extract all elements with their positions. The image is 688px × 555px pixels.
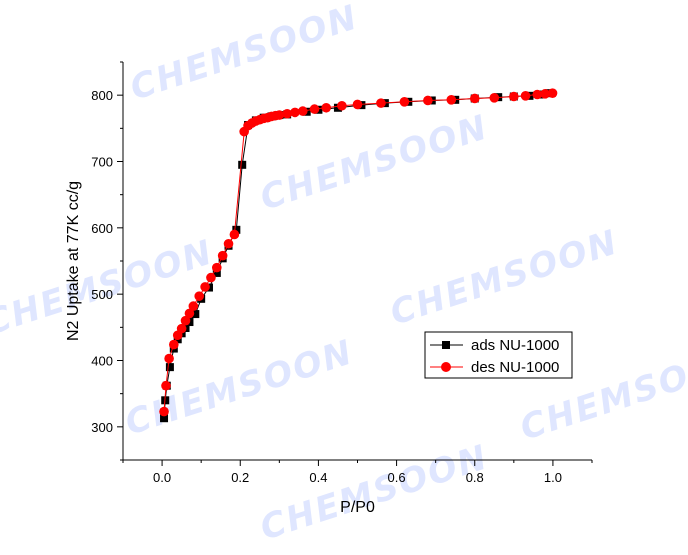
des-series-point <box>229 229 240 240</box>
x-tick-label: 0.8 <box>466 470 484 485</box>
des-series-point <box>337 100 347 111</box>
y-tick-label: 500 <box>91 287 113 302</box>
legend-label-ads: ads NU-1000 <box>471 337 559 354</box>
des-series-point <box>194 291 205 301</box>
des-series-point <box>223 238 234 249</box>
des-series-point <box>297 106 308 116</box>
y-tick-label: 800 <box>91 88 113 103</box>
des-series-point <box>469 93 480 104</box>
ads-series-point <box>160 414 169 423</box>
watermark: CHEMSOON <box>255 437 493 548</box>
des-series-point <box>321 102 332 113</box>
des-series-point <box>188 301 199 311</box>
legend-marker-ads <box>442 341 450 349</box>
des-series-point <box>184 308 195 319</box>
des-series-point <box>180 315 191 326</box>
watermark: CHEMSOON <box>120 332 358 443</box>
des-series-point <box>423 95 433 106</box>
des-series-point <box>309 104 320 114</box>
des-series-point <box>532 89 543 100</box>
x-axis-title: P/P0 <box>340 499 375 516</box>
des-series-point <box>540 89 550 99</box>
x-tick-label: 0.4 <box>309 470 327 485</box>
ads-series-point <box>232 225 241 234</box>
ads-series-point <box>238 160 247 169</box>
series-des <box>159 88 558 417</box>
des-series-point <box>169 339 179 350</box>
des-series-point <box>200 282 210 292</box>
des-series-point <box>282 108 292 119</box>
des-series-point <box>159 406 169 417</box>
des-series-point <box>489 93 500 103</box>
x-tick-label: 0.0 <box>153 470 171 485</box>
legend: ads NU-1000 des NU-1000 <box>424 331 573 379</box>
des-series-point <box>172 330 183 341</box>
y-axis-title: N2 Uptake at 77K cc/g <box>65 181 82 341</box>
ads-series-point <box>212 268 221 277</box>
des-series-point <box>376 98 386 108</box>
y-tick-label: 700 <box>91 155 113 170</box>
x-tick-label: 0.6 <box>388 470 406 485</box>
des-series-point <box>161 380 171 391</box>
legend-label-des: des NU-1000 <box>471 359 559 376</box>
des-series-point <box>509 91 519 102</box>
legend-marker-des <box>441 362 451 372</box>
des-series-point <box>547 88 558 98</box>
des-series-point <box>399 97 410 107</box>
des-series-point <box>446 95 457 105</box>
watermark: CHEMSOON <box>385 222 623 333</box>
axes: 0.0 0.2 0.4 0.6 0.8 1.0 300 400 500 600 700 800 P/P0… <box>65 61 593 516</box>
des-series-point <box>520 91 531 101</box>
des-series-point <box>212 262 222 273</box>
x-tick-label: 0.2 <box>231 470 249 485</box>
x-tick-label: 1.0 <box>544 470 562 485</box>
des-series-point <box>352 99 363 110</box>
watermark: CHEMSOON <box>125 0 363 109</box>
y-tick-label: 400 <box>91 354 113 369</box>
des-series-point <box>290 107 300 118</box>
y-tick-label: 600 <box>91 221 113 236</box>
ads-series-point <box>191 310 200 319</box>
ads-series-point <box>165 363 174 372</box>
des-series-point <box>239 126 249 137</box>
des-series-point <box>217 250 228 261</box>
y-tick-label: 300 <box>91 420 113 435</box>
des-series-point <box>164 353 174 364</box>
watermark: CHEMSOON <box>255 107 493 218</box>
des-series-point <box>206 272 216 283</box>
